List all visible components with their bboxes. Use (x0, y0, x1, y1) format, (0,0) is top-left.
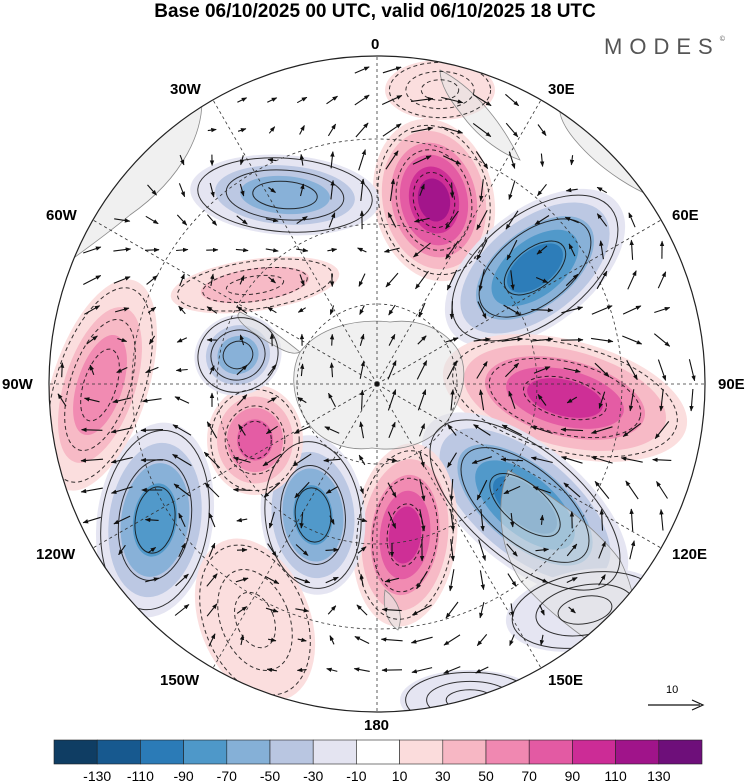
lon-label-120e: 120E (672, 546, 707, 563)
colorbar-swatch (54, 740, 97, 764)
colorbar-swatch (270, 740, 313, 764)
colorbar-swatch (227, 740, 270, 764)
wind-vector (332, 334, 333, 345)
colorbar-tick: 50 (478, 768, 494, 784)
colorbar-swatch (443, 740, 486, 764)
colorbar-swatch (313, 740, 356, 764)
wind-vector (145, 250, 159, 251)
colorbar-tick: -110 (127, 768, 154, 784)
colorbar-tick: -30 (303, 768, 323, 784)
wind-vector (82, 430, 103, 431)
colorbar-tick: 70 (521, 768, 537, 784)
lon-label-60e: 60E (672, 207, 699, 224)
colorbar-swatch (184, 740, 227, 764)
colorbar-swatch (616, 740, 659, 764)
colorbar-swatch (486, 740, 529, 764)
wind-vector (62, 363, 63, 377)
lon-label-60w: 60W (46, 207, 77, 224)
lon-label-30w: 30W (170, 81, 201, 98)
colorbar-swatch (97, 740, 140, 764)
lon-label-0: 0 (371, 36, 379, 53)
lon-label-30e: 30E (548, 81, 575, 98)
colorbar-swatch (529, 740, 572, 764)
colorbar-tick: 10 (392, 768, 408, 784)
anomaly-cell (400, 670, 540, 730)
colorbar-tick: -50 (260, 768, 280, 784)
lon-label-120w: 120W (36, 546, 75, 563)
anomaly-level (400, 670, 540, 730)
colorbar-swatch (572, 740, 615, 764)
colorbar-tick: 90 (565, 768, 581, 784)
lon-label-90e: 90E (718, 376, 745, 393)
colorbar-tick: 30 (435, 768, 451, 784)
colorbar-tick: 130 (647, 768, 670, 784)
colorbar-tick: -90 (173, 768, 193, 784)
lon-label-150e: 150E (548, 672, 583, 689)
colorbar-swatch (659, 740, 702, 764)
colorbar-swatch (356, 740, 399, 764)
wind-vector (332, 274, 333, 287)
south-pole-marker (375, 382, 380, 387)
vector-reference-label: 10 (666, 684, 678, 696)
lon-label-90w: 90W (2, 376, 33, 393)
colorbar-swatch (140, 740, 183, 764)
colorbar-tick: -130 (83, 768, 111, 784)
lon-label-180: 180 (364, 717, 389, 734)
lon-label-150w: 150W (160, 672, 199, 689)
colorbar-tick: 110 (604, 768, 626, 784)
colorbar-tick: -10 (346, 768, 366, 784)
colorbar-swatch (400, 740, 443, 764)
colorbar-tick: -70 (217, 768, 237, 784)
vector-reference-arrow (646, 698, 706, 712)
colorbar (54, 740, 702, 764)
